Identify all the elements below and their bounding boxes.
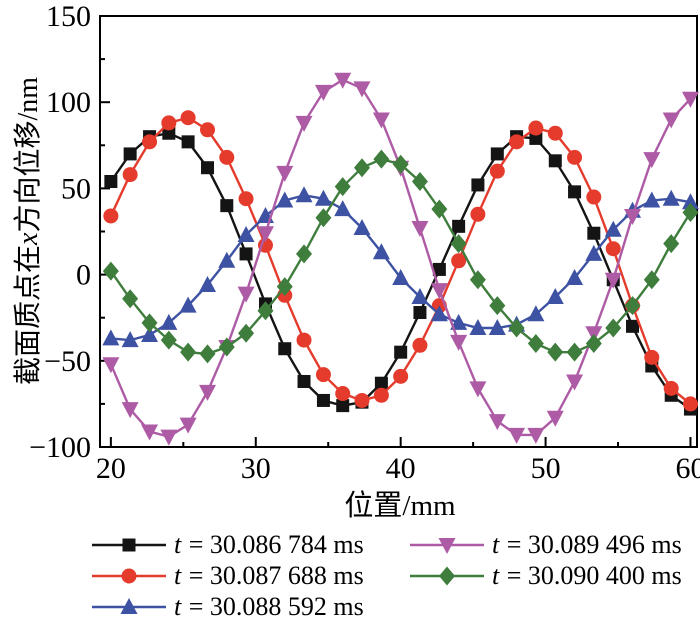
x-tick-label: 50 [531, 452, 561, 485]
x-tick-label: 40 [386, 452, 416, 485]
x-axis-title: 位置/mm [344, 490, 456, 522]
y-axis-title-suffix: 方向位移/nm [13, 76, 44, 233]
series-circle [103, 110, 698, 412]
legend-item: t = 30.087 688 ms [90, 561, 364, 590]
series-triangle-down [102, 72, 699, 446]
series-diamond [102, 149, 699, 364]
y-tick-label: −50 [44, 345, 91, 378]
x-tick-label: 20 [96, 452, 126, 485]
legend-circle-marker-icon [92, 568, 166, 584]
y-axis-title: 截面质点在x方向位移/nm [6, 77, 46, 385]
legend-square-marker-icon [92, 538, 166, 552]
legend: t = 30.086 784 ms t = 30.087 688 ms t = 30… [90, 530, 690, 629]
legend-item: t = 30.086 784 ms [90, 530, 364, 559]
legend-label: t = 30.089 496 ms [492, 530, 682, 559]
legend-label: t = 30.088 592 ms [174, 592, 364, 621]
legend-triangle-up-marker-icon [92, 598, 166, 614]
x-tick-label: 60 [675, 452, 700, 485]
legend-label: t = 30.090 400 ms [492, 561, 682, 590]
legend-item: t = 30.089 496 ms [408, 530, 682, 559]
y-axis-title-variable: x [13, 232, 44, 245]
legend-label: t = 30.087 688 ms [174, 561, 364, 590]
legend-triangle-down-marker-icon [410, 538, 484, 554]
y-tick-label: 0 [76, 259, 91, 292]
legend-label: t = 30.086 784 ms [174, 530, 364, 559]
series-line [110, 194, 691, 342]
y-tick-label: 150 [46, 0, 91, 33]
y-axis-ticks: −100 −50 0 50 100 150 [29, 0, 110, 464]
y-axis-title-prefix: 截面质点在 [13, 244, 44, 386]
y-tick-label: 50 [61, 172, 91, 205]
y-tick-label: −100 [29, 431, 91, 464]
x-axis-ticks: 20 30 40 50 60 [96, 437, 700, 485]
y-tick-label: 100 [46, 86, 91, 119]
x-tick-label: 30 [241, 452, 271, 485]
legend-item: t = 30.090 400 ms [408, 561, 682, 590]
legend-item: t = 30.088 592 ms [90, 592, 364, 621]
legend-diamond-marker-icon [410, 566, 484, 586]
series-triangle-up [102, 186, 699, 348]
